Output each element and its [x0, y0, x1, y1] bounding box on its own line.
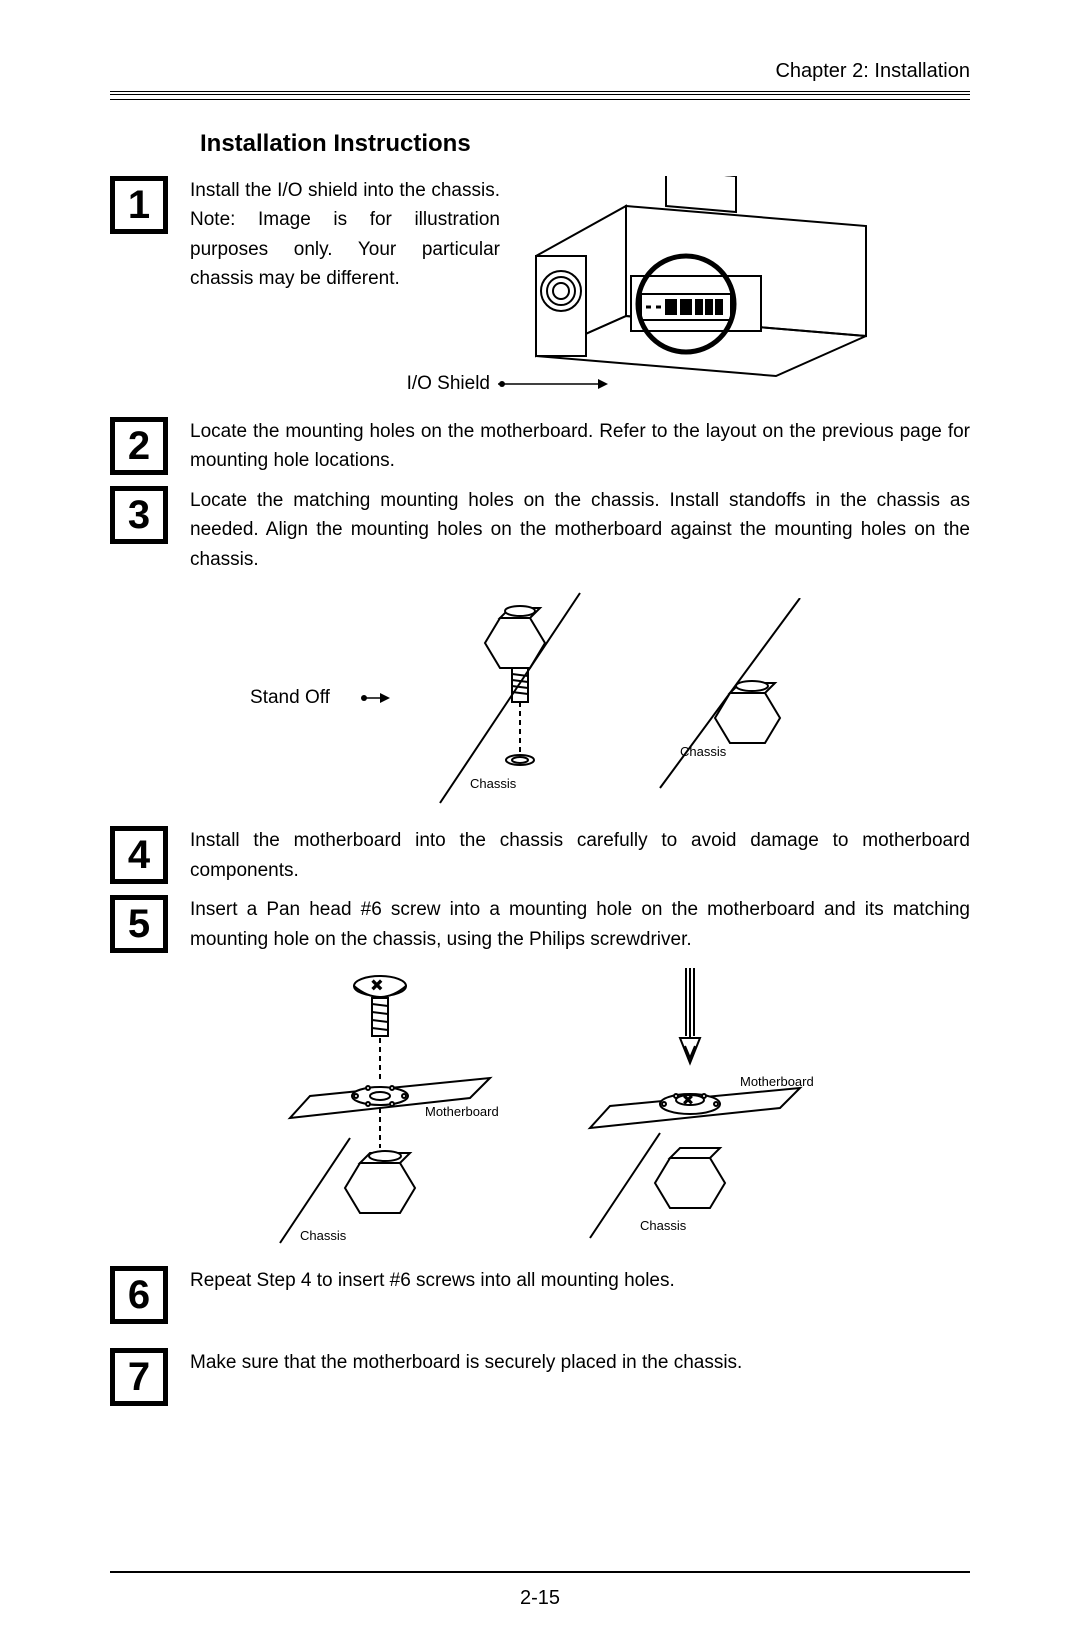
- step-2-text: Locate the mounting holes on the motherb…: [190, 417, 970, 476]
- step-6: 6 Repeat Step 4 to insert #6 screws into…: [110, 1266, 970, 1324]
- step-num-5: 5: [110, 895, 168, 953]
- step-1: 1 Install the I/O shield into the chassi…: [110, 176, 970, 391]
- motherboard-caption-2: Motherboard: [740, 1074, 814, 1089]
- step-num-2: 2: [110, 417, 168, 475]
- screw-diagram-left: ✕: [260, 968, 520, 1248]
- standoff-diagram-left: Chassis: [420, 588, 620, 808]
- footer-rule: [110, 1571, 970, 1573]
- step-num-4: 4: [110, 826, 168, 884]
- step-num-1: 1: [110, 176, 168, 234]
- step-4: 4 Install the motherboard into the chass…: [110, 826, 970, 885]
- standoff-figure: Stand Off C: [110, 588, 970, 808]
- motherboard-caption-1: Motherboard: [425, 1104, 499, 1119]
- step-3: 3 Locate the matching mounting holes on …: [110, 486, 970, 574]
- step-3-text: Locate the matching mounting holes on th…: [190, 486, 970, 574]
- standoff-diagram-right: Chassis: [650, 598, 830, 798]
- step-6-text: Repeat Step 4 to insert #6 screws into a…: [190, 1266, 970, 1295]
- section-title: Installation Instructions: [200, 130, 970, 158]
- svg-text:✕: ✕: [371, 977, 383, 993]
- header-rule: [110, 91, 970, 100]
- step-4-text: Install the motherboard into the chassis…: [190, 826, 970, 885]
- step-num-7: 7: [110, 1348, 168, 1406]
- chassis-figure: [516, 176, 970, 391]
- step-num-6: 6: [110, 1266, 168, 1324]
- stand-off-label: Stand Off: [250, 687, 330, 709]
- page-footer: 2-15: [110, 1571, 970, 1610]
- chassis-caption-2: Chassis: [680, 744, 727, 759]
- page: Chapter 2: Installation Installation Ins…: [0, 0, 1080, 1650]
- chassis-caption-3: Chassis: [300, 1228, 347, 1243]
- step-7-text: Make sure that the motherboard is secure…: [190, 1348, 970, 1377]
- svg-text:✕: ✕: [683, 1093, 693, 1107]
- step-5-text: Insert a Pan head #6 screw into a mounti…: [190, 895, 970, 954]
- step-2: 2 Locate the mounting holes on the mothe…: [110, 417, 970, 476]
- screw-diagram-right: ✕ Motherboard Chassis: [560, 968, 820, 1248]
- step-num-3: 3: [110, 486, 168, 544]
- step-7: 7 Make sure that the motherboard is secu…: [110, 1348, 970, 1406]
- step-1-text: Install the I/O shield into the chassis.…: [190, 176, 500, 391]
- chapter-header: Chapter 2: Installation: [110, 60, 970, 83]
- io-shield-label: I/O Shield: [190, 373, 490, 395]
- page-number: 2-15: [110, 1587, 970, 1610]
- chassis-caption-1: Chassis: [470, 776, 517, 791]
- step-5: 5 Insert a Pan head #6 screw into a moun…: [110, 895, 970, 954]
- chassis-caption-4: Chassis: [640, 1218, 687, 1233]
- screw-figure: ✕: [110, 968, 970, 1248]
